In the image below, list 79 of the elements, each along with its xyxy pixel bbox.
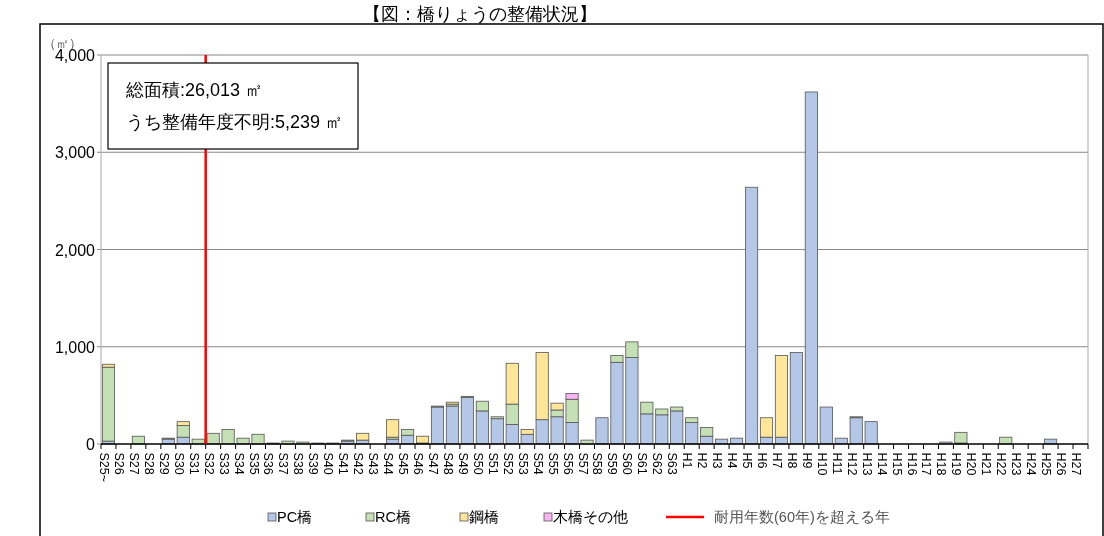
x-tick-label: H18 (934, 452, 949, 476)
x-tick-label: S63 (665, 452, 680, 475)
legend-label: PC橋 (277, 509, 313, 525)
x-tick-label: S56 (560, 452, 575, 475)
x-tick-label: S39 (306, 452, 321, 475)
x-tick-label: H15 (889, 452, 904, 476)
legend-label: RC橋 (375, 509, 411, 525)
x-tick-label: S31 (186, 452, 201, 475)
x-tick-label: H6 (754, 452, 769, 469)
x-tick-label: S55 (545, 452, 560, 475)
x-tick-label: H3 (710, 452, 725, 469)
x-tick-label: S54 (530, 452, 545, 475)
annotation: うち整備年度不明:5,239 ㎡ (126, 112, 344, 132)
x-tick-label: H4 (725, 452, 740, 469)
x-tick-label: S52 (500, 452, 515, 475)
x-tick-label: S46 (411, 452, 426, 475)
annotation: 総面積:26,013 ㎡ (125, 80, 264, 100)
x-tick-label: S32 (201, 452, 216, 475)
legend-label: 鋼橋 (469, 509, 499, 525)
x-tick-label: S45 (396, 452, 411, 475)
y-tick-label: 0 (86, 436, 96, 453)
x-tick-label: S49 (455, 452, 470, 475)
x-tick-label: H14 (874, 452, 889, 476)
x-tick-label: S58 (590, 452, 605, 475)
x-tick-label: S29 (156, 452, 171, 475)
x-tick-label: S51 (485, 452, 500, 475)
x-tick-label: S26 (111, 452, 126, 475)
x-tick-label: H8 (784, 452, 799, 469)
x-tick-label: S40 (321, 452, 336, 475)
x-tick-label: H20 (964, 452, 979, 476)
x-tick-label: S41 (336, 452, 351, 475)
x-tick-label: S35 (246, 452, 261, 475)
x-tick-label: H10 (814, 452, 829, 476)
x-tick-label: S48 (440, 452, 455, 475)
x-tick-label: S28 (141, 452, 156, 475)
x-tick-label: H12 (844, 452, 859, 476)
x-tick-label: H26 (1054, 452, 1069, 476)
x-tick-label: S34 (231, 452, 246, 475)
x-tick-label: H25 (1039, 452, 1054, 476)
x-tick-label: S38 (291, 452, 306, 475)
x-tick-label: H16 (904, 452, 919, 476)
x-tick-label: S33 (216, 452, 231, 475)
x-tick-label: H2 (695, 452, 710, 469)
y-tick-label: 3,000 (54, 144, 96, 162)
x-tick-label: H24 (1024, 452, 1039, 476)
x-tick-label: S43 (366, 452, 381, 475)
x-tick-label: S62 (650, 452, 665, 475)
y-tick-label: 1,000 (54, 338, 96, 356)
x-tick-label: H7 (769, 452, 784, 469)
x-tick-label: H22 (994, 452, 1009, 476)
x-tick-label: H27 (1069, 452, 1084, 476)
x-tick-label: H1 (680, 452, 695, 469)
x-tick-label: S30 (171, 452, 186, 475)
x-tick-label: S47 (425, 452, 440, 475)
x-tick-label: H11 (829, 452, 844, 475)
x-tick-label: S61 (635, 452, 650, 475)
x-tick-label: S57 (575, 452, 590, 475)
y-tick-label: 2,000 (54, 241, 96, 259)
x-tick-label: S50 (470, 452, 485, 475)
x-tick-label: H13 (859, 452, 874, 476)
x-tick-label: S59 (605, 452, 620, 475)
x-tick-label: S53 (515, 452, 530, 475)
x-tick-label: H19 (949, 452, 964, 476)
annotation-box: 総面積:26,013 ㎡ うち整備年度不明:5,239 ㎡ (107, 62, 359, 150)
x-tick-label: H21 (979, 452, 994, 476)
legend-label: 耐用年数(60年)を超える年 (714, 509, 890, 525)
x-tick-label: H17 (919, 452, 934, 476)
x-tick-label: H23 (1009, 452, 1024, 476)
legend-label: 木橋その他 (553, 509, 628, 525)
x-tick-label: S37 (276, 452, 291, 475)
x-tick-label: S27 (126, 452, 141, 475)
x-tick-label: S25~ (96, 452, 111, 483)
x-tick-label: H9 (799, 452, 814, 469)
x-tick-label: S42 (351, 452, 366, 475)
title: 【図：橋りょうの整備状況】 (363, 4, 597, 24)
x-tick-label: S60 (620, 452, 635, 475)
x-tick-label: S36 (261, 452, 276, 475)
x-tick-label: S44 (381, 452, 396, 475)
x-tick-label: H5 (740, 452, 755, 469)
